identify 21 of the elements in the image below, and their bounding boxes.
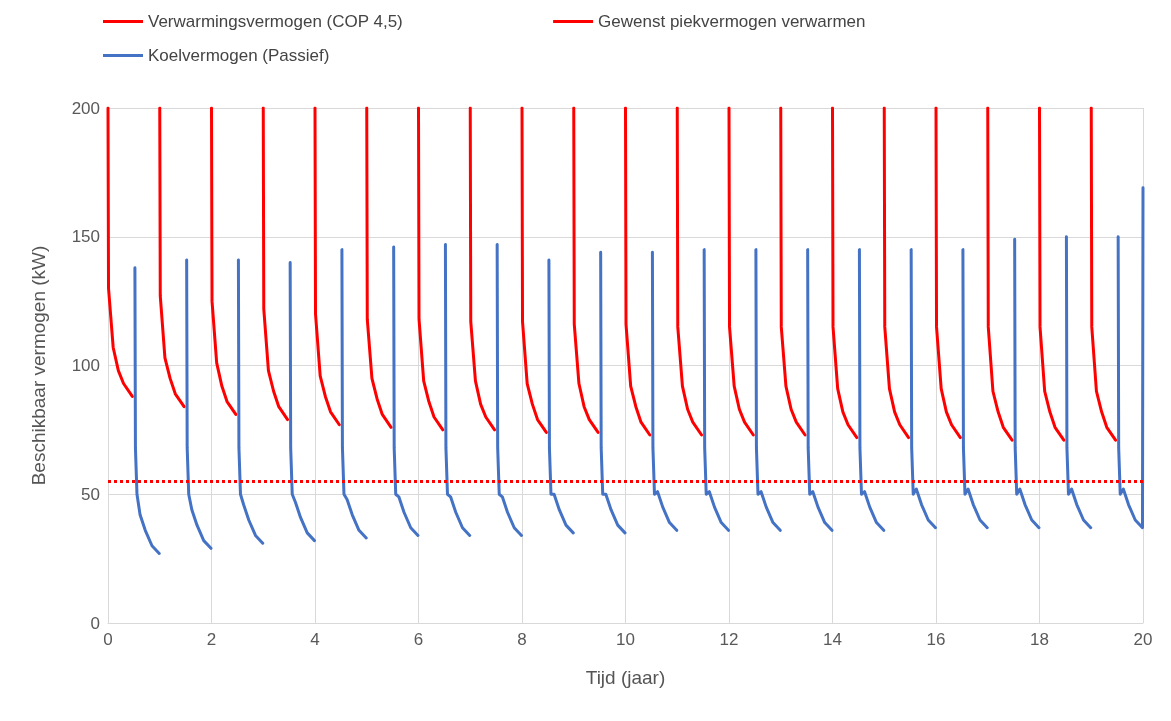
x-tick-label: 18 xyxy=(1030,630,1049,649)
x-tick-label: 16 xyxy=(926,630,946,649)
x-tick-label: 12 xyxy=(719,630,739,649)
x-tick-label: 10 xyxy=(616,630,635,649)
x-tick-label: 0 xyxy=(103,630,113,649)
x-tick-label: 20 xyxy=(1133,630,1153,649)
y-tick-label: 50 xyxy=(81,484,100,504)
y-axis-title: Beschikbaar vermogen (kW) xyxy=(28,245,49,486)
y-tick-label: 200 xyxy=(71,98,100,118)
legend-label: Koelvermogen (Passief) xyxy=(148,46,330,65)
x-tick-label: 8 xyxy=(517,630,527,649)
x-axis-title: Tijd (jaar) xyxy=(585,667,666,688)
y-tick-label: 100 xyxy=(71,356,100,375)
legend-label: Verwarmingsvermogen (COP 4,5) xyxy=(148,12,403,31)
x-tick-label: 14 xyxy=(823,630,842,649)
x-tick-label: 4 xyxy=(310,630,320,649)
legend-label: Gewenst piekvermogen verwarmen xyxy=(598,12,866,31)
y-tick-label: 0 xyxy=(90,613,100,633)
x-tick-label: 6 xyxy=(413,630,424,649)
x-tick-label: 2 xyxy=(206,630,217,649)
y-tick-label: 150 xyxy=(71,227,100,247)
